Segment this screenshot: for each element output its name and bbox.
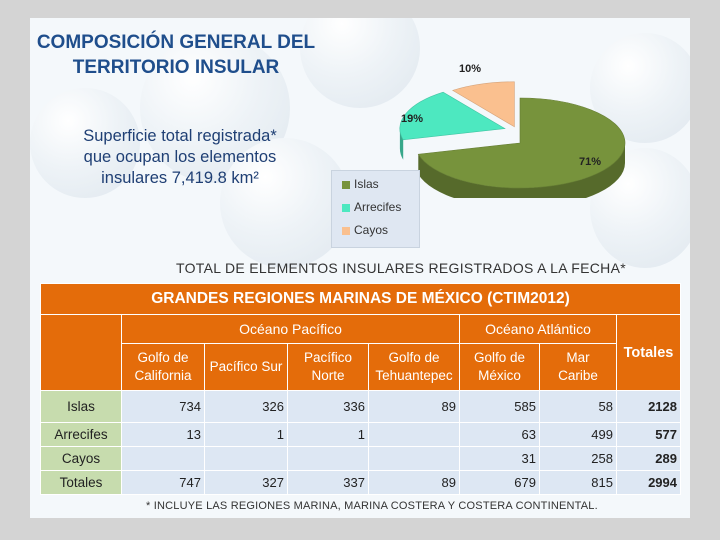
table-cell: 58 xyxy=(539,390,617,423)
footnote: * INCLUYE LAS REGIONES MARINA, MARINA CO… xyxy=(146,500,598,512)
table-cell: 89 xyxy=(368,470,460,495)
table-cell: 326 xyxy=(204,390,288,423)
table-cell xyxy=(368,422,460,447)
surface-line: Superficie total registrada* xyxy=(83,127,277,145)
legend-swatch xyxy=(342,226,350,235)
ocean-header-pacific: Océano Pacífico xyxy=(121,314,460,344)
table-cell xyxy=(121,446,205,471)
region-header-golfo-tehuantepec: Golfo de Tehuantepec xyxy=(368,343,460,391)
row-label: Totales xyxy=(40,470,122,495)
table-cell: 258 xyxy=(539,446,617,471)
table-body: Islas 734 326 336 89 585 58 2128 Arrecifes 13 1 1 63… xyxy=(40,390,681,495)
table-cell xyxy=(287,446,369,471)
title-line: COMPOSICIÓN GENERAL DEL xyxy=(36,32,316,53)
table-title: GRANDES REGIONES MARINAS DE MÉXICO (CTIM… xyxy=(40,283,681,315)
row-total: 289 xyxy=(616,446,681,471)
legend-item-arrecifes: Arrecifes xyxy=(342,198,401,216)
totals-header: Totales xyxy=(616,314,681,391)
table-cell: 1 xyxy=(204,422,288,447)
legend-label: Cayos xyxy=(354,223,389,237)
table-cell: 63 xyxy=(459,422,540,447)
slide: COMPOSICIÓN GENERAL DEL TERRITORIO INSUL… xyxy=(30,18,690,518)
region-header-pacifico-sur: Pacífico Sur xyxy=(204,343,288,391)
pie-slice-group xyxy=(451,81,515,128)
table-cell: 499 xyxy=(539,422,617,447)
row-label: Cayos xyxy=(40,446,122,471)
title-line: TERRITORIO INSULAR xyxy=(72,57,280,78)
row-label: Islas xyxy=(40,390,122,423)
table-cell: 31 xyxy=(459,446,540,471)
header-line: Mar xyxy=(566,350,590,365)
region-header-golfo-mexico: Golfo de México xyxy=(459,343,540,391)
row-total: 2994 xyxy=(616,470,681,495)
table-cell: 585 xyxy=(459,390,540,423)
table-row: Arrecifes 13 1 1 63 499 577 xyxy=(40,422,681,447)
pie-chart: 71% 19% 10% xyxy=(399,63,626,198)
pie-data-label: 19% xyxy=(401,113,423,125)
header-line: Norte xyxy=(311,368,345,383)
header-line: California xyxy=(134,368,192,383)
regions-table: GRANDES REGIONES MARINAS DE MÉXICO (CTIM… xyxy=(40,283,681,495)
pie-slice xyxy=(451,81,515,128)
table-cell: 13 xyxy=(121,422,205,447)
table-row: Totales 747 327 337 89 679 815 2994 xyxy=(40,470,681,495)
chart-legend: Islas Arrecifes Cayos xyxy=(331,170,420,248)
legend-item-cayos: Cayos xyxy=(342,221,388,239)
surface-description: Superficie total registrada* que ocupan … xyxy=(50,126,310,189)
pie-data-label: 71% xyxy=(579,156,601,168)
table-cell: 1 xyxy=(287,422,369,447)
table-cell: 327 xyxy=(204,470,288,495)
row-total: 2128 xyxy=(616,390,681,423)
header-line: Golfo de xyxy=(137,350,189,365)
table-cell: 337 xyxy=(287,470,369,495)
region-header-mar-caribe: Mar Caribe xyxy=(539,343,617,391)
header-line: Golfo de xyxy=(388,350,440,365)
background-bubble xyxy=(30,88,140,198)
pie-slice-group xyxy=(417,97,626,198)
region-header-golfo-california: Golfo de California xyxy=(121,343,205,391)
legend-label: Arrecifes xyxy=(354,200,402,214)
legend-swatch xyxy=(342,203,350,212)
pie-slice-group xyxy=(399,91,506,160)
surface-line: insulares 7,419.8 km² xyxy=(101,169,259,187)
pie-slice xyxy=(399,91,506,141)
pie-slice-side xyxy=(399,128,404,160)
header-line: Pacífico Sur xyxy=(209,359,283,374)
table-cell: 89 xyxy=(368,390,460,423)
pie-slice xyxy=(417,97,626,189)
header-line: Pacífico xyxy=(303,350,353,365)
header-line: Caribe xyxy=(558,368,598,383)
row-total: 577 xyxy=(616,422,681,447)
pie-slice-side xyxy=(418,143,625,198)
table-cell xyxy=(204,446,288,471)
legend-label: Islas xyxy=(354,177,379,191)
table-cell: 734 xyxy=(121,390,205,423)
table-row: Cayos 31 258 289 xyxy=(40,446,681,471)
header-line: Tehuantepec xyxy=(375,368,453,383)
ocean-header-atlantic: Océano Atlántico xyxy=(459,314,617,344)
row-label: Arrecifes xyxy=(40,422,122,447)
legend-item-islas: Islas xyxy=(342,175,379,193)
table-cell: 679 xyxy=(459,470,540,495)
page-title: COMPOSICIÓN GENERAL DEL TERRITORIO INSUL… xyxy=(36,30,316,80)
region-header-pacifico-norte: Pacífico Norte xyxy=(287,343,369,391)
surface-line: que ocupan los elementos xyxy=(83,148,277,166)
header-line: México xyxy=(478,368,521,383)
header-line: Golfo de xyxy=(473,350,526,365)
legend-swatch xyxy=(342,180,350,189)
corner-cell xyxy=(40,314,122,391)
table-cell: 815 xyxy=(539,470,617,495)
count-title: TOTAL DE ELEMENTOS INSULARES REGISTRADOS… xyxy=(176,260,626,276)
table-row: Islas 734 326 336 89 585 58 2128 xyxy=(40,390,681,423)
pie-data-label: 10% xyxy=(459,63,481,75)
table-cell: 747 xyxy=(121,470,205,495)
table-cell: 336 xyxy=(287,390,369,423)
background-bubble xyxy=(220,138,350,268)
table-cell xyxy=(368,446,460,471)
